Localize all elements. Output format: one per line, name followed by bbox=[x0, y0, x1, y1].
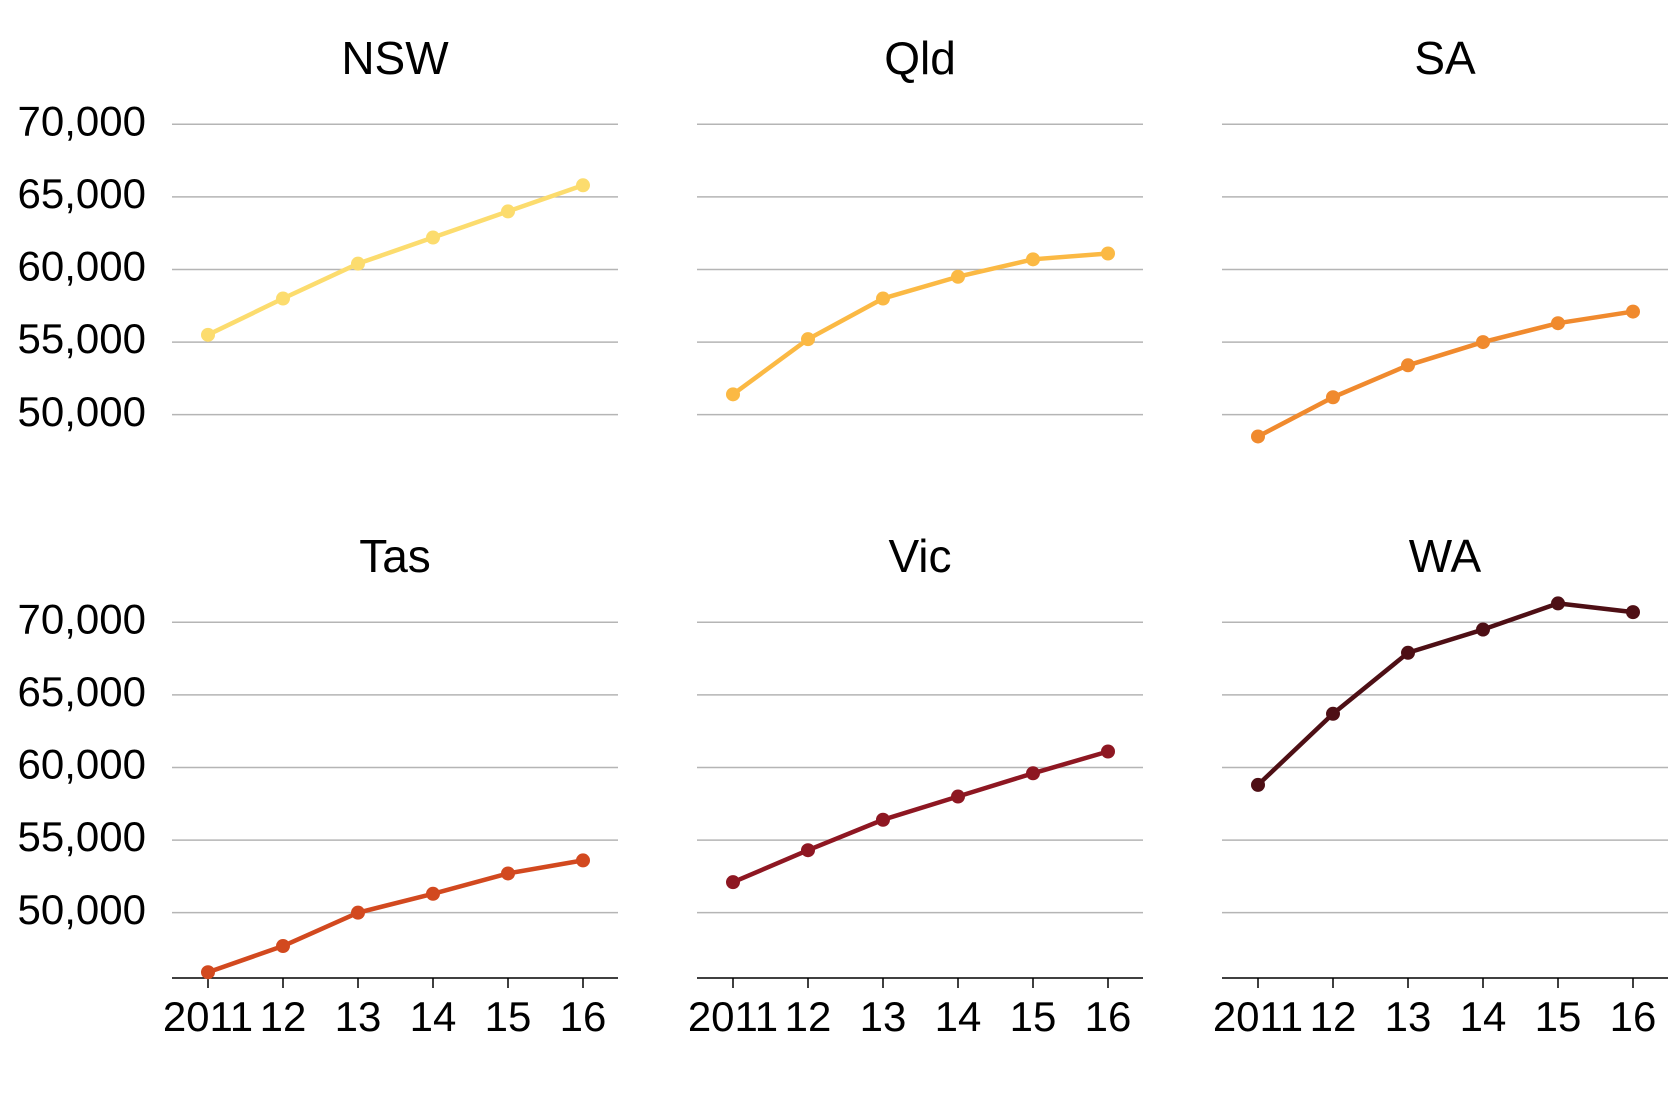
data-point-sa bbox=[1251, 429, 1265, 444]
data-point-vic bbox=[1101, 744, 1115, 759]
x-tick-label: 2011 bbox=[1213, 993, 1303, 1040]
series-line-wa bbox=[1255, 601, 1636, 788]
series-line-vic bbox=[730, 749, 1111, 885]
x-tick-label: 14 bbox=[935, 993, 982, 1040]
data-point-qld bbox=[951, 269, 965, 284]
y-tick-label: 55,000 bbox=[18, 315, 146, 362]
x-tick-label: 13 bbox=[1385, 993, 1432, 1040]
data-point-wa bbox=[1476, 622, 1490, 637]
data-point-wa bbox=[1401, 645, 1415, 660]
data-point-wa bbox=[1326, 706, 1340, 721]
data-point-nsw bbox=[276, 291, 290, 306]
data-point-sa bbox=[1401, 358, 1415, 373]
data-point-sa bbox=[1551, 316, 1565, 331]
data-point-nsw bbox=[426, 230, 440, 245]
y-tick-label: 65,000 bbox=[18, 170, 146, 217]
y-tick-label: 60,000 bbox=[18, 243, 146, 290]
data-point-tas bbox=[426, 886, 440, 901]
x-tick-label: 13 bbox=[335, 993, 382, 1040]
data-point-tas bbox=[201, 965, 215, 980]
x-tick-label: 16 bbox=[1610, 993, 1657, 1040]
x-tick-label: 16 bbox=[1085, 993, 1132, 1040]
y-tick-label: 55,000 bbox=[18, 813, 146, 860]
data-point-tas bbox=[276, 939, 290, 954]
series-line-tas bbox=[205, 858, 586, 975]
data-point-vic bbox=[1026, 766, 1040, 781]
y-tick-label: 50,000 bbox=[18, 388, 146, 435]
y-tick-label: 60,000 bbox=[18, 741, 146, 788]
data-point-wa bbox=[1251, 777, 1265, 792]
panel-title-wa: WA bbox=[1409, 530, 1482, 582]
data-point-vic bbox=[726, 875, 740, 890]
panel-title-sa: SA bbox=[1414, 32, 1476, 84]
data-point-wa bbox=[1626, 605, 1640, 620]
panel-title-nsw: NSW bbox=[341, 32, 449, 84]
x-tick-label: 12 bbox=[785, 993, 832, 1040]
series-line-qld bbox=[730, 251, 1111, 397]
data-point-tas bbox=[501, 866, 515, 881]
data-point-nsw bbox=[501, 204, 515, 219]
data-point-vic bbox=[951, 789, 965, 804]
y-tick-label: 70,000 bbox=[18, 595, 146, 642]
x-tick-label: 14 bbox=[1460, 993, 1507, 1040]
x-tick-label: 2011 bbox=[163, 993, 253, 1040]
panel-title-vic: Vic bbox=[888, 530, 951, 582]
x-tick-label: 2011 bbox=[688, 993, 778, 1040]
data-point-qld bbox=[726, 387, 740, 402]
x-tick-label: 14 bbox=[410, 993, 457, 1040]
data-point-sa bbox=[1326, 390, 1340, 405]
data-point-nsw bbox=[576, 178, 590, 193]
data-point-tas bbox=[351, 905, 365, 920]
data-point-qld bbox=[801, 332, 815, 347]
x-tick-label: 15 bbox=[1535, 993, 1582, 1040]
x-tick-label: 12 bbox=[260, 993, 307, 1040]
series-line-nsw bbox=[205, 183, 586, 338]
data-point-nsw bbox=[201, 327, 215, 342]
data-point-sa bbox=[1476, 335, 1490, 350]
y-tick-label: 65,000 bbox=[18, 668, 146, 715]
y-tick-label: 50,000 bbox=[18, 886, 146, 933]
x-tick-label: 16 bbox=[560, 993, 607, 1040]
data-point-qld bbox=[1026, 252, 1040, 267]
data-point-wa bbox=[1551, 596, 1565, 611]
y-tick-label: 70,000 bbox=[18, 97, 146, 144]
panel-title-qld: Qld bbox=[884, 32, 956, 84]
panel-title-tas: Tas bbox=[359, 530, 431, 582]
data-point-qld bbox=[1101, 246, 1115, 261]
data-point-vic bbox=[876, 812, 890, 827]
data-point-nsw bbox=[351, 256, 365, 271]
data-point-qld bbox=[876, 291, 890, 306]
x-tick-label: 15 bbox=[485, 993, 532, 1040]
series-line-sa bbox=[1255, 309, 1636, 439]
x-tick-label: 12 bbox=[1310, 993, 1357, 1040]
x-tick-label: 13 bbox=[860, 993, 907, 1040]
data-point-vic bbox=[801, 843, 815, 858]
x-tick-label: 15 bbox=[1010, 993, 1057, 1040]
data-point-tas bbox=[576, 853, 590, 868]
data-point-sa bbox=[1626, 304, 1640, 319]
